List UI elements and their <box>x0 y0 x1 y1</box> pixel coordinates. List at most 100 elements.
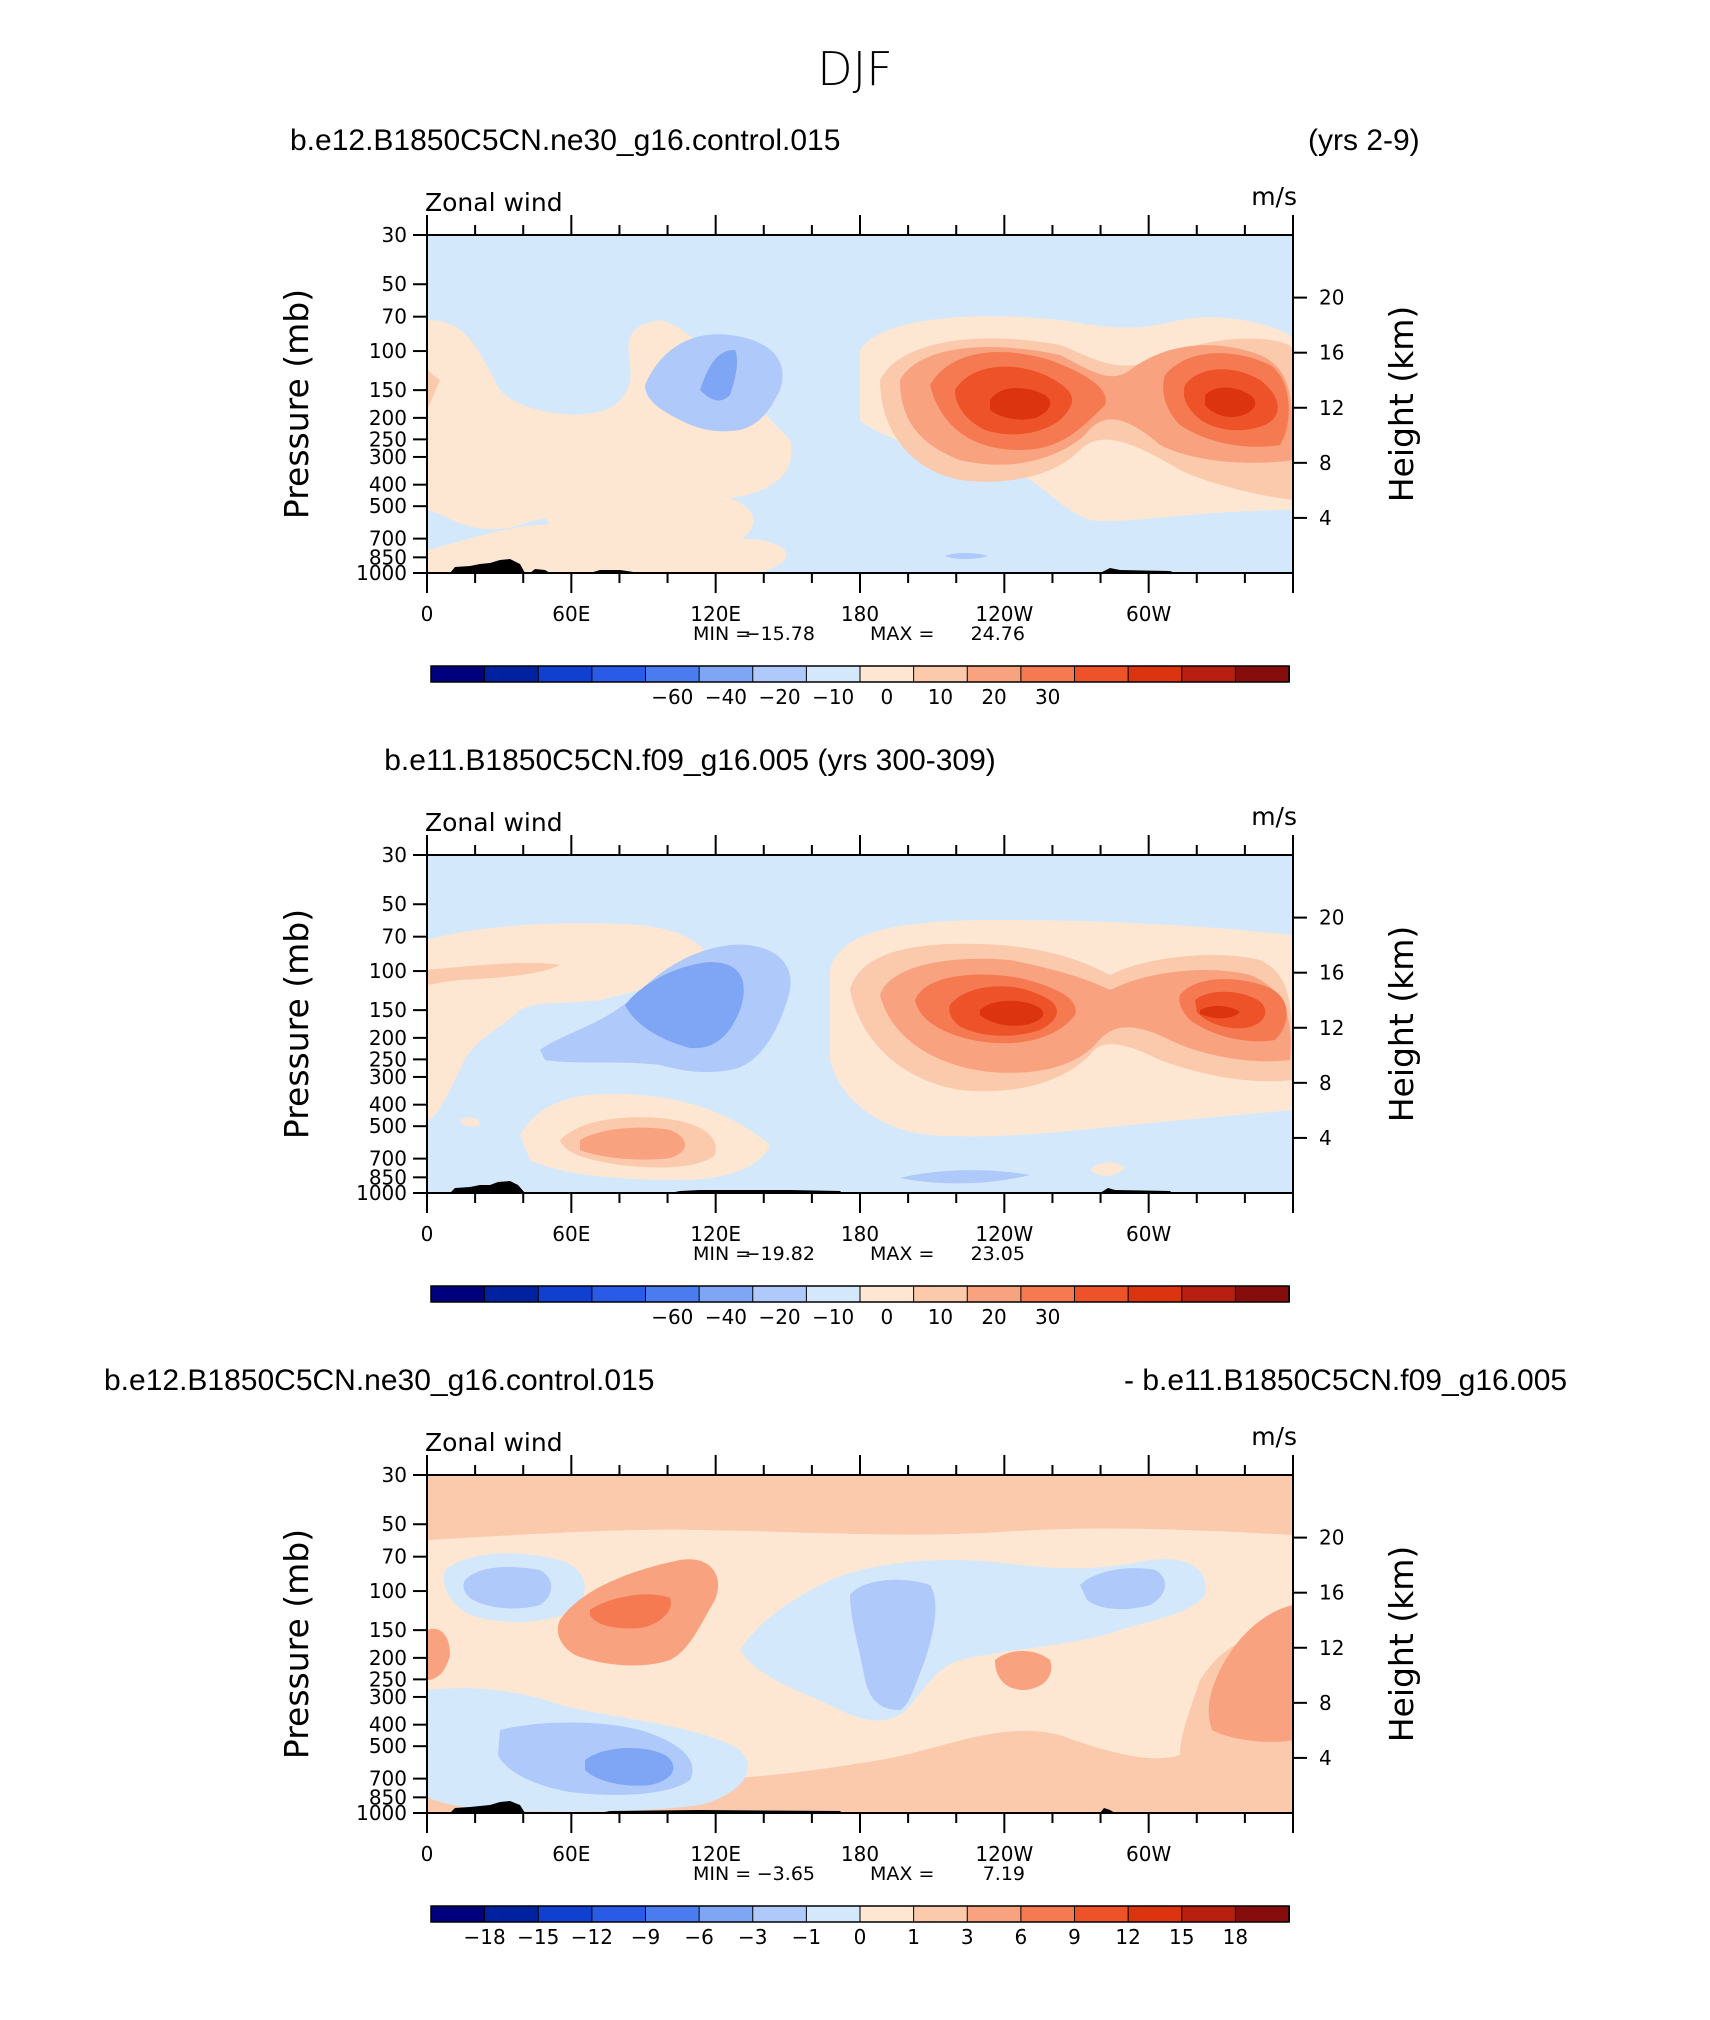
colorbar-label: −40 <box>705 1305 747 1329</box>
y-right-tick-label: 12 <box>1319 1016 1344 1040</box>
max-value: 23.05 <box>971 1243 1025 1265</box>
y-tick-label: 300 <box>369 445 407 469</box>
y-tick-label: 70 <box>382 1545 407 1569</box>
min-label: MIN = <box>693 1863 751 1885</box>
y-tick-label: 150 <box>369 378 407 402</box>
units-label: m/s <box>1251 802 1297 831</box>
contour-50-60 <box>990 388 1051 420</box>
y-right-tick-label: 20 <box>1319 286 1344 310</box>
colorbar-swatch <box>1020 1905 1076 1923</box>
y-right-tick-label: 8 <box>1319 1071 1332 1095</box>
min-value: −3.65 <box>757 1863 815 1885</box>
colorbar-label: −1 <box>792 1925 821 1949</box>
colorbar-label: −40 <box>705 685 747 709</box>
colorbar-label: −20 <box>758 1305 800 1329</box>
colorbar-label: −10 <box>812 1305 854 1329</box>
y-tick-label: 400 <box>369 473 407 497</box>
colorbar-swatch <box>1127 1905 1183 1923</box>
y-right-tick-label: 8 <box>1319 1691 1332 1715</box>
y-tick-label: 50 <box>382 892 407 916</box>
colorbar-swatch <box>913 1285 969 1303</box>
x-tick-label: 120E <box>690 602 741 626</box>
contour-1-3-mid <box>995 1651 1052 1690</box>
colorbar-swatch <box>537 1905 593 1923</box>
colorbar-swatch <box>1127 665 1183 683</box>
contour-neg-1-upper <box>463 1567 552 1609</box>
y-tick-label: 150 <box>369 998 407 1022</box>
x-tick-label: 60E <box>552 602 590 626</box>
orography <box>450 1181 1172 1193</box>
x-tick-label: 60W <box>1126 1842 1171 1866</box>
y-tick-label: 1000 <box>356 1801 407 1825</box>
colorbar-label: 10 <box>928 1305 953 1329</box>
units-label: m/s <box>1251 182 1297 211</box>
y-tick-label: 200 <box>369 1026 407 1050</box>
colorbar-swatch <box>752 1285 808 1303</box>
colorbar-swatch <box>1234 1905 1290 1923</box>
colorbar-swatch <box>859 1285 915 1303</box>
contour-50-60 <box>980 1000 1044 1026</box>
y-tick-label: 100 <box>369 959 407 983</box>
x-tick-label: 180 <box>841 1222 879 1246</box>
contour-neg-1-mid-b <box>1080 1568 1166 1610</box>
min-label: MIN = <box>693 623 751 645</box>
small-warm-patch <box>460 1117 480 1127</box>
contour-1-3-west <box>427 1628 450 1680</box>
colorbar-swatch <box>537 1285 593 1303</box>
colorbar-label: −60 <box>651 1305 693 1329</box>
y-tick-label: 850 <box>369 545 407 569</box>
y-tick-label: 400 <box>369 1713 407 1737</box>
colorbar-swatch <box>1074 1905 1130 1923</box>
y-tick-label: 100 <box>369 339 407 363</box>
colorbar-label: 9 <box>1068 1925 1081 1949</box>
colorbar-swatch <box>752 1905 808 1923</box>
colorbar-swatch <box>1127 1285 1183 1303</box>
x-tick-label: 180 <box>841 602 879 626</box>
panel1-header-left: b.e12.B1850C5CN.ne30_g16.control.015 <box>290 124 841 157</box>
colorbar-label: 30 <box>1035 685 1060 709</box>
colorbar-swatch <box>966 665 1022 683</box>
colorbar-label: 20 <box>981 685 1006 709</box>
contour-0-10-d <box>540 493 754 550</box>
colorbar-swatch <box>591 1905 647 1923</box>
colorbar-swatch <box>805 1285 861 1303</box>
y-right-tick-label: 4 <box>1319 1126 1332 1150</box>
y-right-tick-label: 8 <box>1319 451 1332 475</box>
contour-neg-20 <box>625 962 744 1049</box>
colorbar-swatch <box>591 665 647 683</box>
colorbar-frame <box>430 665 1290 683</box>
colorbar-swatch <box>1181 665 1237 683</box>
x-tick-label: 120E <box>690 1222 741 1246</box>
colorbar-label: 3 <box>961 1925 974 1949</box>
y-tick-label: 150 <box>369 1618 407 1642</box>
colorbar-swatch <box>966 1905 1022 1923</box>
colorbar-swatch <box>1181 1285 1237 1303</box>
x-tick-label: 180 <box>841 1842 879 1866</box>
y-tick-label: 100 <box>369 1579 407 1603</box>
colorbar-label: −9 <box>631 1925 660 1949</box>
contour-50-60-b <box>1200 1006 1240 1019</box>
colorbar-swatch <box>484 665 540 683</box>
colorbar-swatch <box>645 1905 701 1923</box>
x-tick-label: 120W <box>975 1842 1033 1866</box>
colorbar-label: 0 <box>880 1305 893 1329</box>
colorbar-label: −18 <box>464 1925 506 1949</box>
colorbar-label: −15 <box>517 1925 559 1949</box>
variable-label: Zonal wind <box>425 808 563 837</box>
small-cool-patch <box>900 1170 1030 1184</box>
y-tick-label: 850 <box>369 1785 407 1809</box>
y-right-axis-title: Height (km) <box>1382 926 1421 1123</box>
max-label: MAX = <box>870 1243 934 1265</box>
y-tick-label: 30 <box>382 223 407 247</box>
units-label: m/s <box>1251 1422 1297 1451</box>
colorbar-label: 1 <box>907 1925 920 1949</box>
y-tick-label: 300 <box>369 1065 407 1089</box>
colorbar-swatch <box>430 1285 486 1303</box>
y-tick-label: 50 <box>382 1512 407 1536</box>
colorbar-label: 30 <box>1035 1305 1060 1329</box>
colorbar-label: 0 <box>854 1925 867 1949</box>
orography <box>450 1801 1115 1813</box>
variable-label: Zonal wind <box>425 1428 563 1457</box>
orography <box>450 559 1175 573</box>
colorbar-swatch <box>1234 1285 1290 1303</box>
